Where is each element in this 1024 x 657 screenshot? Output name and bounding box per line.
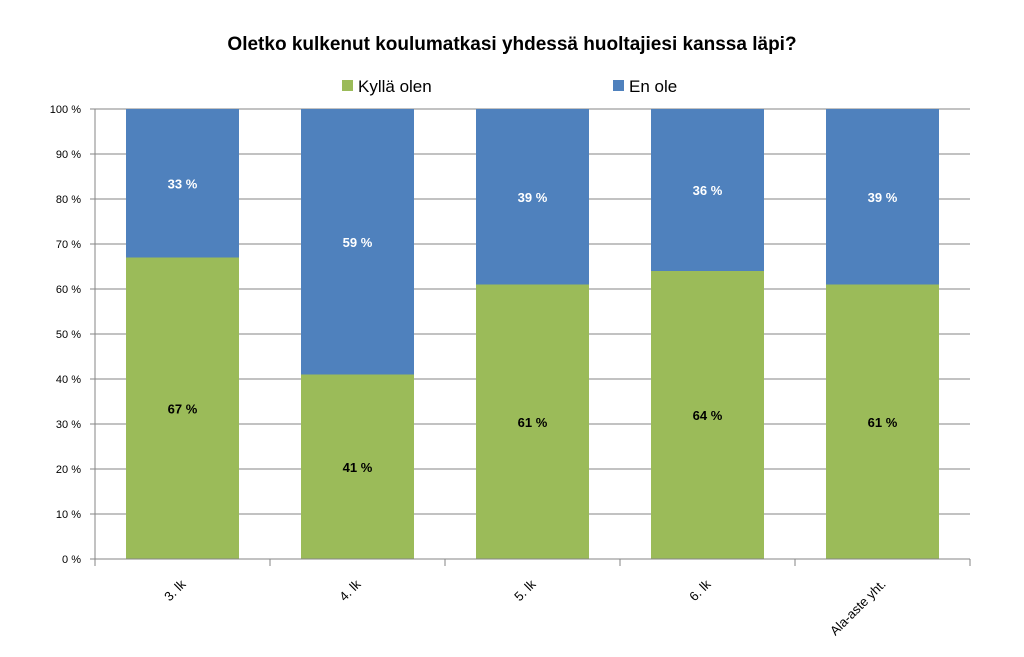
bar-value-label: 61 %: [518, 415, 548, 430]
legend-swatch: [613, 80, 624, 91]
bar-value-label: 67 %: [168, 401, 198, 416]
y-tick-label: 30 %: [56, 419, 81, 431]
x-category-label: Ala-aste yht.: [827, 577, 889, 639]
y-tick-label: 60 %: [56, 284, 81, 296]
bar-value-label: 59 %: [343, 235, 373, 250]
bar-kylla-olen: [126, 257, 239, 559]
bar-en-ole: [301, 109, 414, 375]
y-tick-label: 40 %: [56, 374, 81, 386]
y-tick-label: 90 %: [56, 149, 81, 161]
x-category-label: 3. lk: [161, 576, 189, 604]
bar-kylla-olen: [826, 284, 939, 559]
bars: 67 % 33 % 41 % 59 % 61 % 39 % 64 % 36 % 61 % 39 %: [126, 109, 939, 559]
bar-en-ole: [476, 109, 589, 285]
bar-value-label: 39 %: [868, 190, 898, 205]
bar-kylla-olen: [476, 284, 589, 559]
legend-swatch: [342, 80, 353, 91]
legend-label: Kyllä olen: [358, 77, 432, 96]
y-tick-label: 70 %: [56, 239, 81, 251]
chart-title: Oletko kulkenut koulumatkasi yhdessä huo…: [227, 34, 796, 55]
bar-kylla-olen: [301, 374, 414, 559]
y-tick-label: 20 %: [56, 464, 81, 476]
bar-kylla-olen: [651, 271, 764, 559]
bar-en-ole: [826, 109, 939, 285]
x-category-label: 6. lk: [686, 576, 714, 604]
bar-en-ole: [651, 109, 764, 271]
y-axis: 0 % 10 % 20 % 30 % 40 % 50 % 60 % 70 % 80 % 90 % 1…: [50, 104, 96, 566]
x-category-label: 4. lk: [336, 576, 364, 604]
bar-value-label: 36 %: [693, 183, 723, 198]
x-axis: 3. lk 4. lk 5. lk 6. lk Ala-aste yht.: [94, 558, 971, 639]
y-tick-label: 10 %: [56, 509, 81, 521]
legend: Kyllä olen En ole: [342, 77, 677, 96]
y-tick-label: 50 %: [56, 329, 81, 341]
bar-value-label: 41 %: [343, 460, 373, 475]
legend-label: En ole: [629, 77, 677, 96]
y-tick-label: 0 %: [62, 554, 81, 566]
bar-value-label: 61 %: [868, 415, 898, 430]
y-tick-label: 100 %: [50, 104, 81, 116]
bar-value-label: 64 %: [693, 408, 723, 423]
bar-en-ole: [126, 109, 239, 258]
x-category-label: 5. lk: [511, 576, 539, 604]
bar-value-label: 39 %: [518, 190, 548, 205]
y-tick-label: 80 %: [56, 194, 81, 206]
bar-value-label: 33 %: [168, 176, 198, 191]
